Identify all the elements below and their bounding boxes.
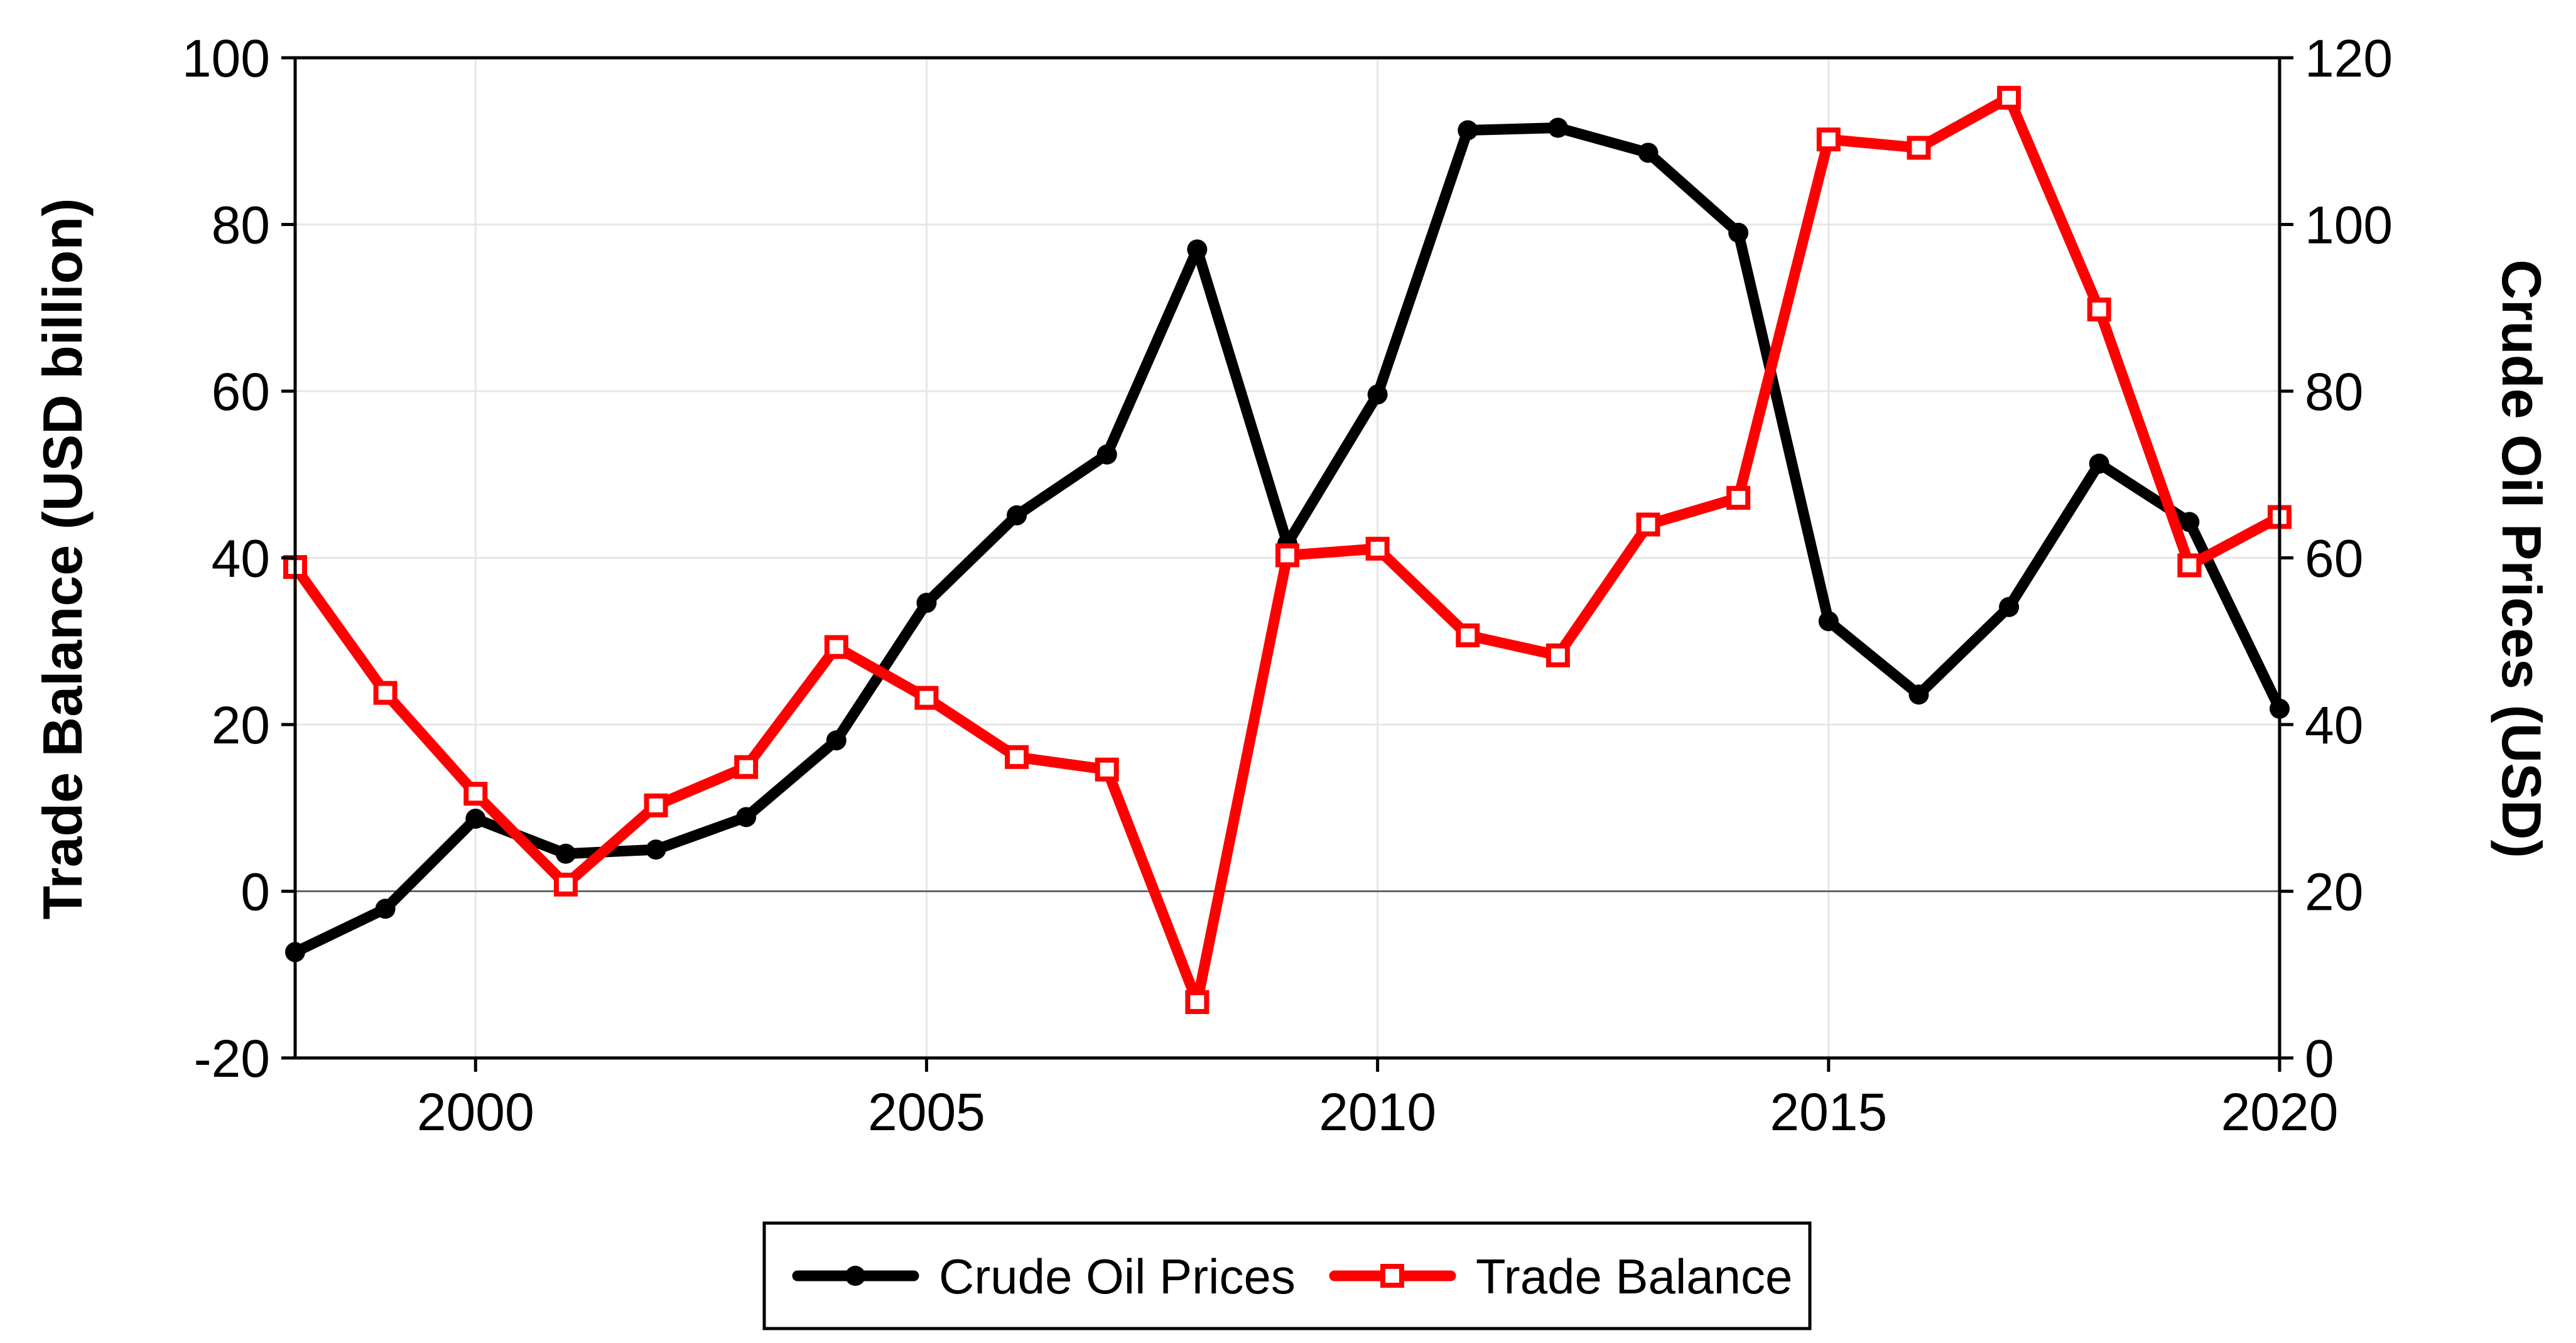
data-point — [1907, 136, 1931, 160]
data-point — [916, 593, 937, 613]
legend-items: Crude Oil Prices Trade Balance — [792, 1249, 1792, 1304]
y-axis-left: -20 0 20 40 60 80 100 — [182, 29, 295, 1088]
y-right-tick-label: 80 — [2305, 362, 2363, 421]
data-point — [1636, 512, 1660, 537]
data-point — [553, 872, 578, 897]
data-point — [1187, 239, 1208, 260]
data-point — [2089, 453, 2109, 474]
y-left-tick-label: 20 — [212, 696, 270, 755]
y-axis-right: 0 20 40 60 80 100 120 — [2280, 29, 2393, 1088]
legend-entry: Crude Oil Prices — [792, 1249, 1296, 1304]
legend-swatch-marker — [1380, 1264, 1404, 1288]
data-point — [465, 809, 486, 829]
data-point — [1818, 611, 1839, 632]
legend-label: Trade Balance — [1476, 1249, 1792, 1304]
data-point — [1007, 505, 1027, 526]
y-axis-right-title: Crude Oil Prices (USD) — [2491, 259, 2553, 858]
legend-label: Crude Oil Prices — [939, 1249, 1296, 1304]
x-tick-label: 2015 — [1770, 1082, 1887, 1141]
legend-box — [762, 1221, 1812, 1330]
series-layer — [283, 85, 2292, 1015]
data-point — [1367, 384, 1388, 405]
series-trade-balance — [283, 85, 2292, 1015]
data-point — [1005, 745, 1029, 769]
data-point — [1547, 117, 1568, 138]
data-point — [734, 755, 759, 779]
y-right-tick-label: 120 — [2305, 29, 2393, 88]
data-point — [644, 793, 668, 817]
y-axis-left-title: Trade Balance (USD billion) — [31, 198, 94, 919]
data-point — [1638, 143, 1659, 163]
data-point — [2177, 553, 2202, 578]
data-point — [1185, 990, 1210, 1015]
y-left-tick-label: -20 — [194, 1029, 270, 1088]
data-point — [1728, 222, 1749, 243]
data-point — [646, 839, 666, 860]
data-point — [2179, 512, 2200, 532]
y-right-tick-label: 100 — [2305, 196, 2393, 255]
data-point — [1726, 485, 1751, 510]
data-point — [463, 782, 488, 806]
y-left-tick-label: 60 — [212, 362, 270, 421]
x-tick-label: 2010 — [1319, 1082, 1436, 1141]
y-left-tick-label: 80 — [212, 196, 270, 255]
data-point — [375, 898, 396, 919]
y-left-tick-label: 0 — [241, 863, 270, 922]
data-point — [1816, 127, 1841, 152]
data-point — [2087, 297, 2111, 321]
y-right-tick-label: 60 — [2305, 529, 2363, 588]
legend-entry: Trade Balance — [1329, 1249, 1792, 1304]
y-left-tick-label: 100 — [182, 29, 270, 88]
data-point — [1365, 536, 1390, 561]
data-point — [1908, 684, 1929, 705]
legend-swatch-marker — [845, 1266, 865, 1286]
data-point — [1456, 623, 1480, 647]
data-point — [914, 686, 939, 710]
data-point — [1458, 120, 1478, 141]
data-point — [1096, 444, 1117, 465]
x-tick-label: 2005 — [868, 1082, 985, 1141]
y-right-tick-label: 20 — [2305, 863, 2363, 922]
data-point — [824, 635, 848, 659]
x-tick-label: 2020 — [2221, 1082, 2339, 1141]
y-right-tick-label: 40 — [2305, 696, 2363, 755]
data-point — [373, 681, 398, 705]
data-point — [1095, 757, 1119, 782]
data-point — [1997, 85, 2021, 110]
legend: Crude Oil Prices Trade Balance — [762, 1221, 1812, 1330]
x-axis: 2000 2005 2010 2015 2020 — [417, 1058, 2339, 1141]
data-point — [1999, 596, 2020, 617]
x-tick-label: 2000 — [417, 1082, 534, 1141]
data-point — [1545, 643, 1570, 667]
data-point — [736, 807, 757, 828]
data-point — [1275, 543, 1299, 568]
data-point — [826, 730, 847, 751]
data-point — [555, 843, 576, 864]
y-right-tick-label: 0 — [2305, 1029, 2334, 1088]
y-left-tick-label: 40 — [212, 529, 270, 588]
